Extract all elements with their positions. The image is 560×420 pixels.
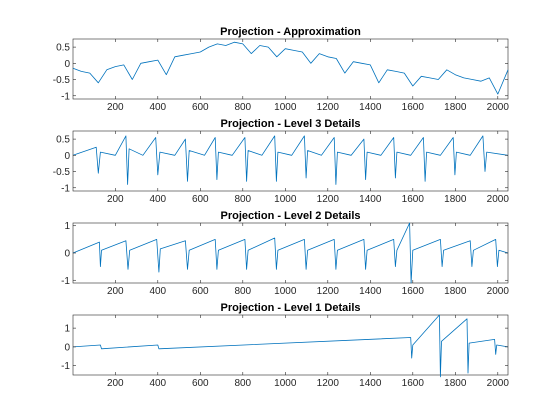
y-tick-label: -0.5: [53, 75, 71, 86]
x-tick-label: 1400: [359, 194, 382, 205]
x-tick-label: 1200: [317, 378, 340, 389]
x-tick-label: 400: [149, 102, 166, 113]
y-tick-label: -0.5: [53, 167, 71, 178]
y-tick-label: 1: [64, 324, 70, 335]
plot-frame: [72, 314, 509, 376]
x-tick-label: 1600: [402, 378, 425, 389]
x-tick-label: 800: [234, 102, 251, 113]
x-tick-label: 2000: [487, 194, 510, 205]
series-line-1: [72, 135, 509, 185]
x-tick-label: 200: [107, 194, 124, 205]
x-tick-label: 600: [192, 194, 209, 205]
x-tick-label: 800: [234, 286, 251, 297]
x-tick-label: 1000: [274, 378, 297, 389]
x-tick-label: 1200: [317, 194, 340, 205]
series-line-1: [72, 222, 509, 284]
series-line-1: [72, 314, 509, 378]
series-line-1: [72, 41, 509, 95]
x-tick-label: 600: [192, 378, 209, 389]
x-tick-label: 800: [234, 194, 251, 205]
subplot-3: Projection - Level 2 Details 200 400 600 800…: [61, 210, 509, 297]
x-tick-label: 2000: [487, 378, 510, 389]
subplot-title: Projection - Level 2 Details: [221, 210, 361, 222]
y-tick-label: -1: [61, 183, 70, 194]
x-tick-label: 1600: [402, 102, 425, 113]
x-tick-label: 1400: [359, 378, 382, 389]
x-tick-label: 200: [107, 286, 124, 297]
plot-frame: [72, 38, 509, 100]
x-tick-label: 400: [149, 194, 166, 205]
y-tick-label: 0: [64, 249, 70, 260]
subplot-2: Projection - Level 3 Details 200 400 600 800…: [53, 118, 510, 205]
x-tick-label: 1200: [317, 286, 340, 297]
plot-frame: [72, 130, 509, 192]
x-tick-label: 200: [107, 102, 124, 113]
x-tick-label: 2000: [487, 286, 510, 297]
x-tick-label: 1800: [444, 194, 467, 205]
subplot-title: Projection - Level 1 Details: [221, 302, 361, 314]
subplot-title: Projection - Approximation: [220, 26, 361, 38]
x-tick-label: 600: [192, 286, 209, 297]
y-tick-label: 0: [64, 342, 70, 353]
x-tick-label: 400: [149, 286, 166, 297]
x-tick-label: 1200: [317, 102, 340, 113]
x-tick-label: 1000: [274, 102, 297, 113]
plot-frame: [72, 222, 509, 284]
x-tick-label: 600: [192, 102, 209, 113]
y-tick-label: 1: [64, 221, 70, 232]
y-tick-label: -1: [61, 91, 70, 102]
x-tick-label: 1400: [359, 286, 382, 297]
subplot-4: Projection - Level 1 Details 200 400 600 800…: [61, 302, 509, 389]
x-tick-label: 1800: [444, 286, 467, 297]
subplot-1: Projection - Approximation 200 400 600 800 10…: [53, 26, 510, 113]
y-tick-label: 0: [64, 151, 70, 162]
x-tick-label: 2000: [487, 102, 510, 113]
y-tick-label: 0: [64, 59, 70, 70]
x-tick-label: 1800: [444, 102, 467, 113]
x-tick-label: 1400: [359, 102, 382, 113]
y-tick-label: -1: [61, 276, 70, 287]
x-tick-label: 1800: [444, 378, 467, 389]
x-tick-label: 800: [234, 378, 251, 389]
x-tick-label: 1600: [402, 286, 425, 297]
y-tick-label: 0.5: [56, 135, 70, 146]
x-tick-label: 1600: [402, 194, 425, 205]
y-tick-label: -1: [61, 361, 70, 372]
subplot-title: Projection - Level 3 Details: [221, 118, 361, 130]
x-tick-label: 400: [149, 378, 166, 389]
y-tick-label: 0.5: [56, 43, 70, 54]
x-tick-label: 1000: [274, 194, 297, 205]
x-tick-label: 1000: [274, 286, 297, 297]
x-tick-label: 200: [107, 378, 124, 389]
